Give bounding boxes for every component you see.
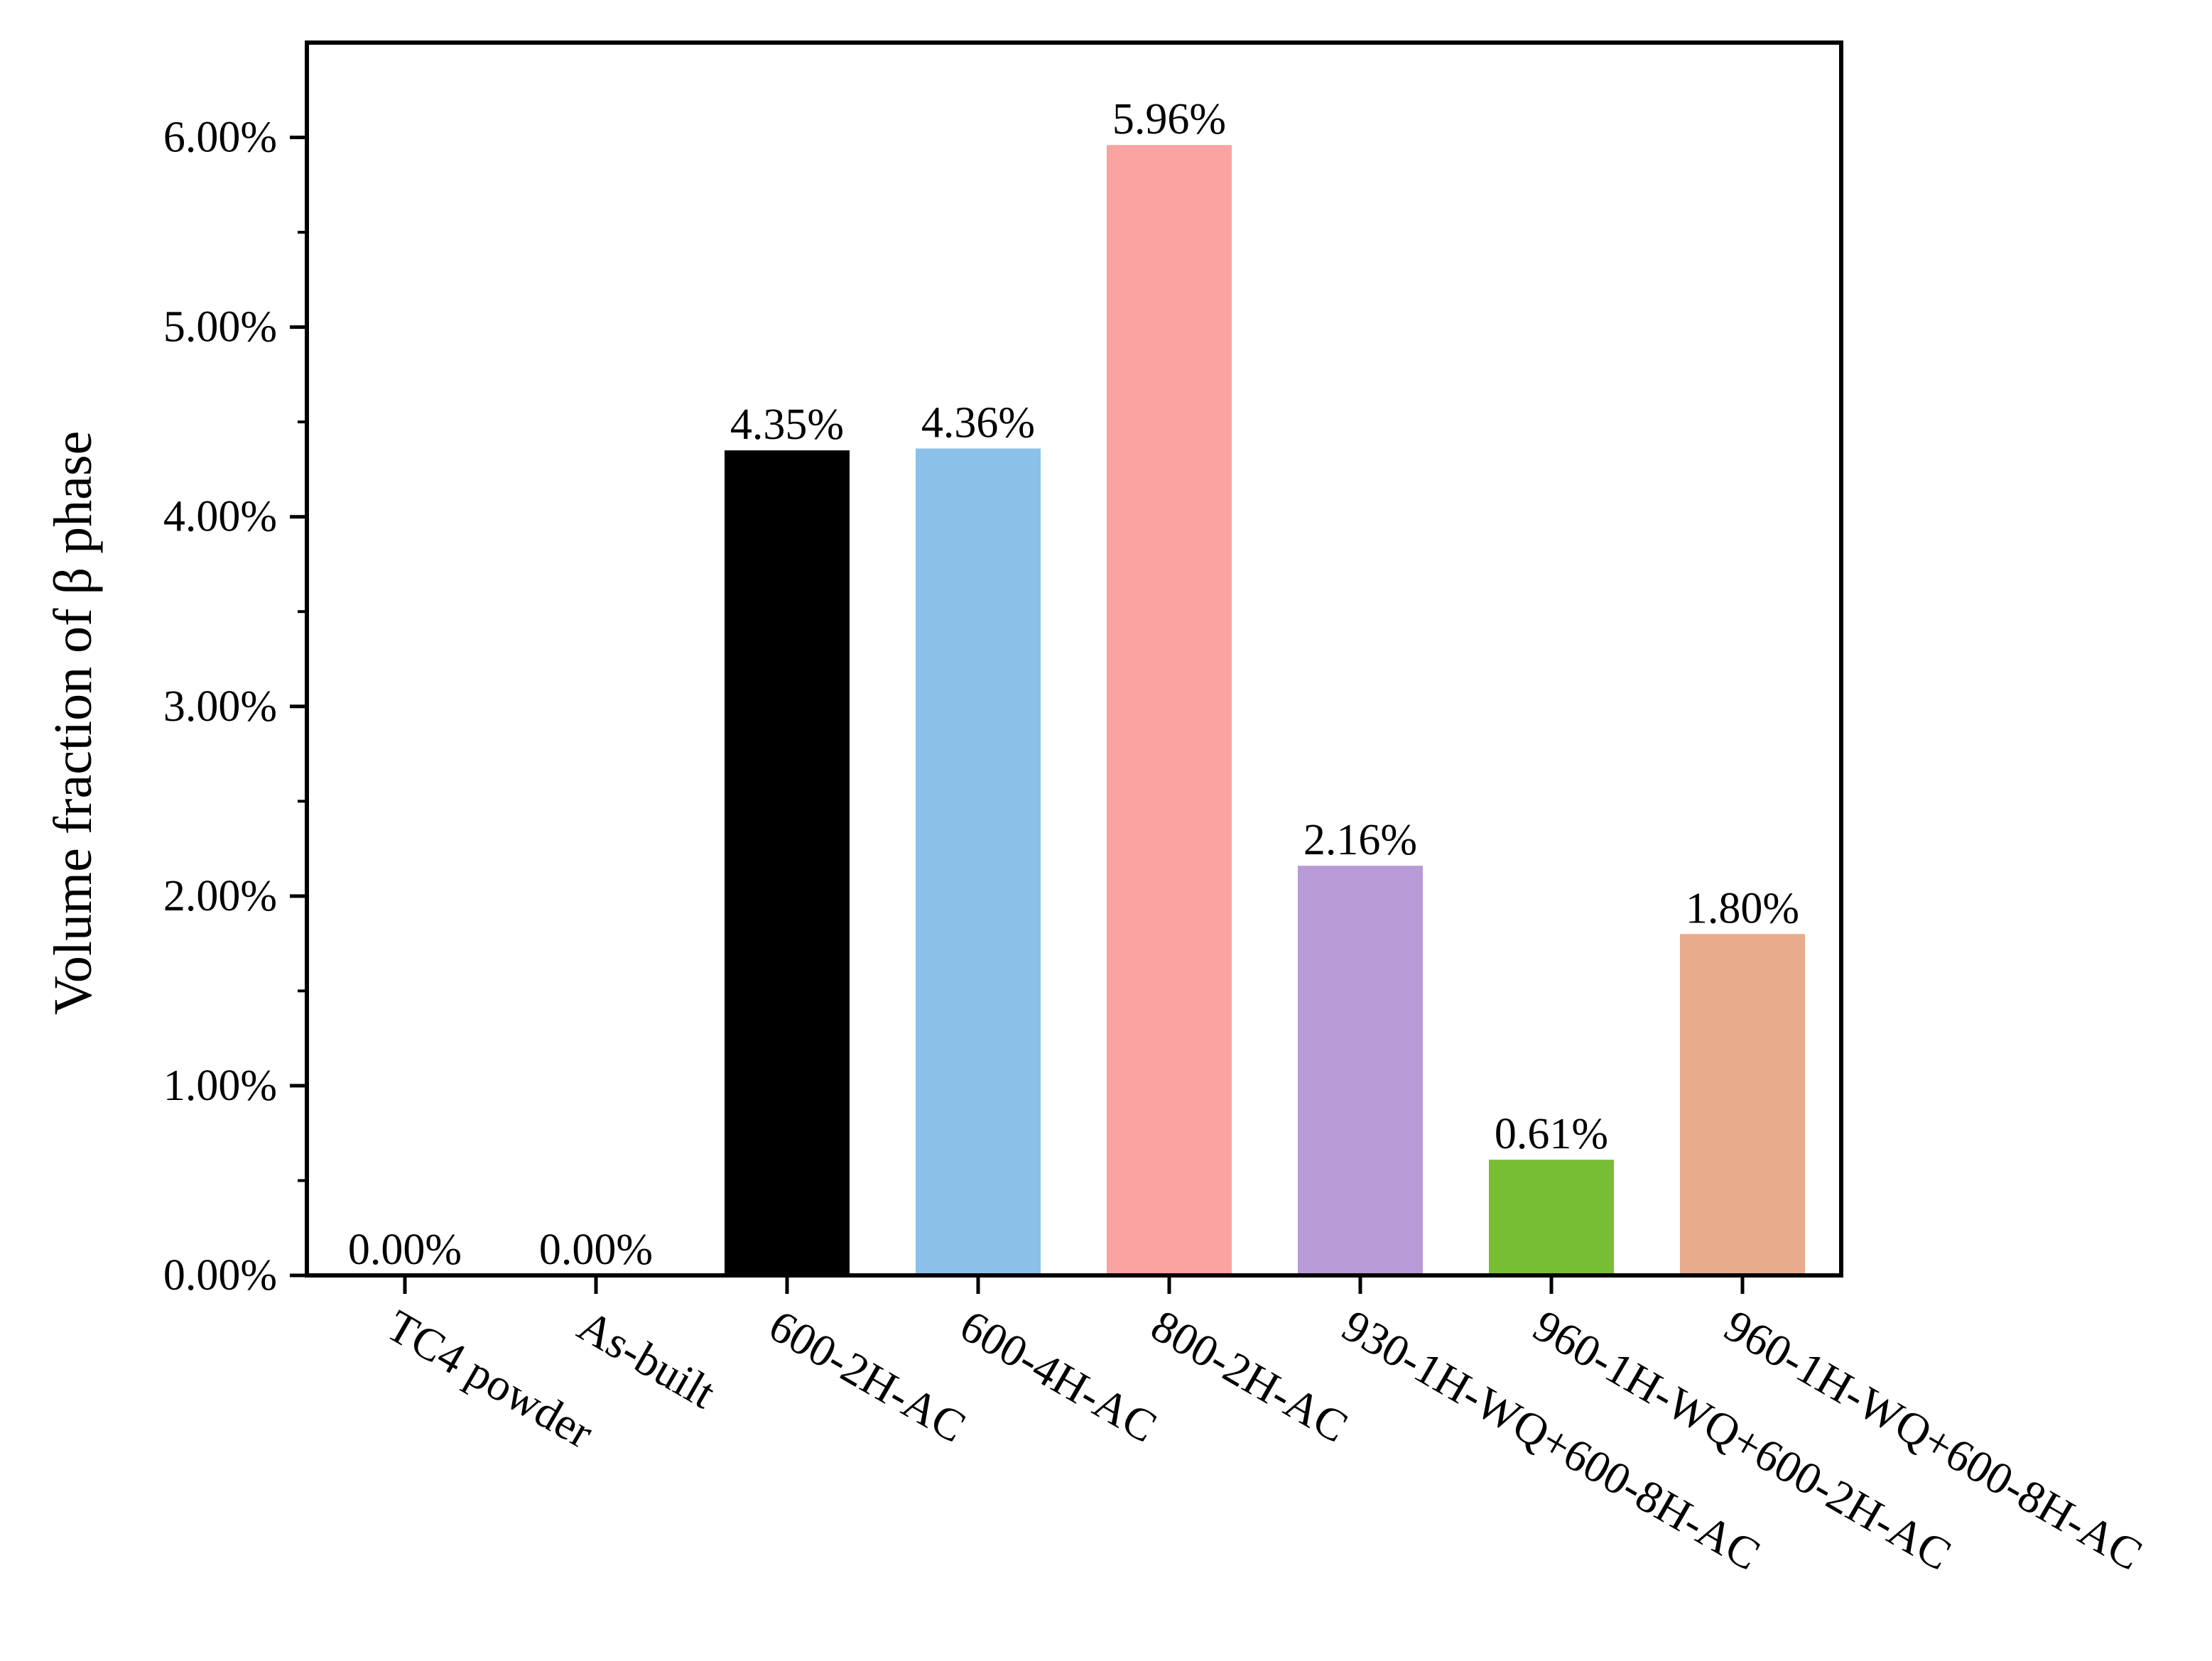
y-tick-label: 3.00% xyxy=(163,682,277,731)
y-tick-labels: 0.00% 1.00% 2.00% 3.00% 4.00% 5.00% 6.00% xyxy=(163,114,277,1300)
y-tick-label: 4.00% xyxy=(163,493,277,541)
y-axis-label: Volume fraction of β phase xyxy=(43,431,103,1015)
bar-value-label: 5.96% xyxy=(1112,95,1226,143)
x-category-label: As-built xyxy=(570,1300,724,1418)
bar xyxy=(916,448,1041,1275)
bar-value-label: 0.61% xyxy=(1495,1110,1608,1158)
y-tick-label: 2.00% xyxy=(163,872,277,920)
x-category-label: 800-2H-AC xyxy=(1143,1300,1356,1452)
bar xyxy=(725,450,850,1276)
x-category-label: 600-2H-AC xyxy=(761,1300,974,1452)
bar xyxy=(1298,866,1423,1275)
y-tick-label: 6.00% xyxy=(163,114,277,162)
bar-value-label: 0.00% xyxy=(539,1226,653,1274)
y-tick-label: 5.00% xyxy=(163,303,277,352)
x-category-label: 600-4H-AC xyxy=(952,1300,1165,1452)
plot-frame xyxy=(305,40,1843,1278)
y-tick-label: 1.00% xyxy=(163,1062,277,1110)
bar-value-label: 4.36% xyxy=(921,399,1035,447)
bars xyxy=(725,145,1805,1276)
bar-value-label: 4.35% xyxy=(730,401,844,449)
bar xyxy=(1107,145,1232,1275)
axis-ticks xyxy=(290,136,1745,1294)
y-tick-label: 0.00% xyxy=(163,1251,277,1300)
bar xyxy=(1489,1160,1614,1275)
bar-value-label: 0.00% xyxy=(348,1226,462,1274)
bar xyxy=(1680,934,1805,1275)
bar-value-labels: 0.00% 0.00% 4.35% 4.36% 5.96% 2.16% 0.61% 1.80% xyxy=(348,95,1799,1274)
bar-value-label: 2.16% xyxy=(1303,816,1417,864)
bar-value-label: 1.80% xyxy=(1686,884,1799,932)
x-category-label: TC4 powder xyxy=(379,1300,602,1458)
